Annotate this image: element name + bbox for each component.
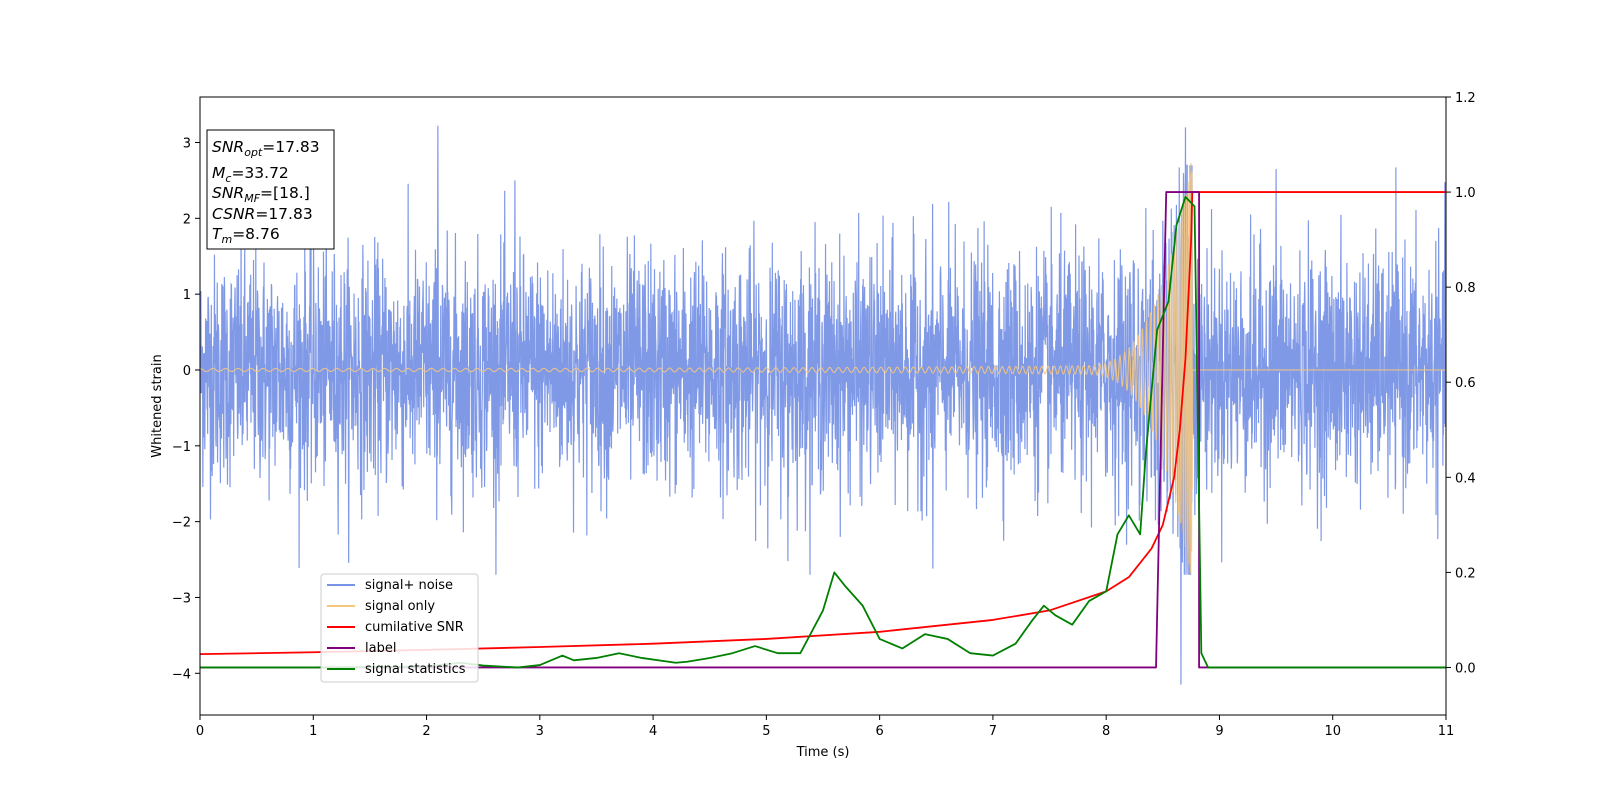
series-cumulative-snr xyxy=(200,191,1446,656)
x-tick-label: 2 xyxy=(422,724,430,739)
annotation-frame xyxy=(206,129,335,250)
x-tick-label: 11 xyxy=(1438,724,1455,739)
x-axis: 0 1 2 3 4 5 6 7 8 9 10 11 xyxy=(196,715,1454,739)
y-left-tick-label: 0 xyxy=(183,364,191,379)
y-axis-label: Whitened strain xyxy=(150,354,165,457)
legend-label-signal-only: signal only xyxy=(365,599,435,614)
x-tick-label: 3 xyxy=(536,724,544,739)
x-tick-label: 7 xyxy=(989,724,997,739)
x-tick-label: 10 xyxy=(1324,724,1341,739)
y-left-tick-label: −3 xyxy=(172,591,191,606)
y-left-tick-label: 1 xyxy=(183,288,191,303)
y-right-tick-label: 0.2 xyxy=(1455,566,1476,581)
y-left-tick-label: 3 xyxy=(183,136,191,151)
series-signal-statistics xyxy=(200,195,1446,669)
legend: signal+ noise signal only cumilative SNR… xyxy=(320,573,479,683)
legend-label-label: label xyxy=(365,641,396,656)
y-right-tick-label: 1.2 xyxy=(1455,91,1476,106)
series-signal-only xyxy=(200,162,1446,574)
y-left-tick-label: 2 xyxy=(183,212,191,227)
annotation-mc: Mc=33.72 xyxy=(212,164,289,185)
series-layer xyxy=(200,125,1446,685)
legend-label-signal-statistics: signal statistics xyxy=(365,662,466,677)
y-right-tick-label: 0.0 xyxy=(1455,661,1476,676)
y-right-tick-label: 0.6 xyxy=(1455,376,1476,391)
y-left-tick-label: −1 xyxy=(172,440,191,455)
annotation-snr-opt: SNRopt=17.83 xyxy=(212,138,320,159)
y-right-tick-label: 0.8 xyxy=(1455,281,1476,296)
x-tick-label: 5 xyxy=(762,724,770,739)
annotation-snr-mf: SNRMF=[18.] xyxy=(212,184,310,205)
x-axis-label: Time (s) xyxy=(796,745,850,760)
legend-label-cumulative-snr: cumilative SNR xyxy=(365,620,464,635)
y-axis-left: 3 2 1 0 −1 −2 −3 −4 xyxy=(172,136,200,682)
y-left-tick-label: −2 xyxy=(172,516,191,531)
legend-label-signal-noise: signal+ noise xyxy=(365,578,453,593)
x-tick-label: 8 xyxy=(1102,724,1110,739)
annotation-box: SNRopt=17.83 Mc=33.72 SNRMF=[18.] CSNR=1… xyxy=(206,129,335,250)
x-tick-label: 9 xyxy=(1215,724,1223,739)
y-right-tick-label: 1.0 xyxy=(1455,186,1476,201)
y-left-tick-label: −4 xyxy=(172,667,191,682)
series-signal-noise xyxy=(200,125,1446,685)
plot-frame xyxy=(199,96,1447,716)
y-right-tick-label: 0.4 xyxy=(1455,471,1476,486)
x-tick-label: 0 xyxy=(196,724,204,739)
y-axis-right: 1.2 1.0 0.8 0.6 0.4 0.2 0.0 xyxy=(1446,91,1476,676)
x-tick-label: 6 xyxy=(875,724,883,739)
annotation-csnr: CSNR=17.83 xyxy=(212,205,313,223)
annotation-tm: Tm=8.76 xyxy=(212,225,280,246)
legend-frame xyxy=(320,573,479,683)
x-tick-label: 4 xyxy=(649,724,657,739)
x-tick-label: 1 xyxy=(309,724,317,739)
